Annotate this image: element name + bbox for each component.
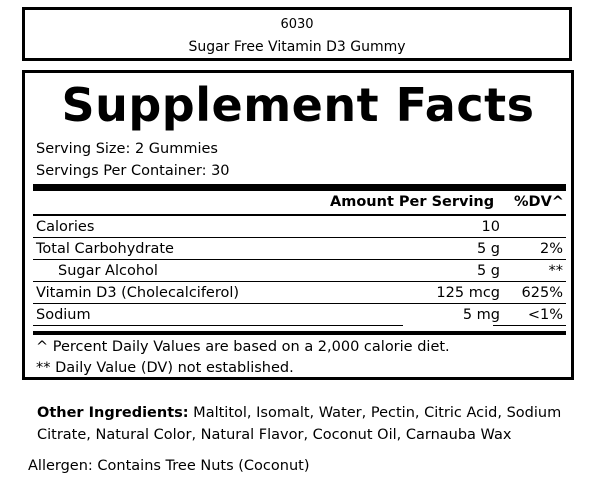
thick-divider-bottom	[33, 331, 566, 335]
amount-per-serving-header: Amount Per Serving	[330, 194, 495, 210]
footnote-percent-dv: ^ Percent Daily Values are based on a 2,…	[36, 339, 450, 355]
nutrient-dv: **	[548, 263, 564, 279]
nutrient-amount: 125 mcg	[436, 285, 500, 301]
nutrient-dv: 625%	[521, 285, 563, 301]
nutrient-name: Vitamin D3 (Cholecalciferol)	[36, 285, 240, 301]
nutrient-name: Total Carbohydrate	[36, 241, 174, 257]
allergen-statement: Allergen: Contains Tree Nuts (Coconut)	[28, 458, 310, 474]
nutrient-name: Sodium	[36, 307, 91, 323]
row-divider	[33, 237, 566, 238]
thick-divider-top	[33, 184, 566, 191]
servings-per-container: Servings Per Container: 30	[36, 163, 230, 179]
table-row: Vitamin D3 (Cholecalciferol) 125 mcg 625…	[33, 282, 566, 304]
row-divider	[33, 303, 566, 304]
nutrient-name: Calories	[36, 219, 95, 235]
nutrient-amount: 5 mg	[462, 307, 500, 323]
nutrient-name: Sugar Alcohol	[58, 263, 158, 279]
footnote-dv-not-established: ** Daily Value (DV) not established.	[36, 360, 294, 376]
table-row: Total Carbohydrate 5 g 2%	[33, 238, 566, 260]
header-divider	[33, 214, 566, 216]
nutrient-dv: <1%	[527, 307, 563, 323]
product-name: Sugar Free Vitamin D3 Gummy	[188, 39, 406, 55]
other-ingredients-label: Other Ingredients:	[37, 405, 189, 421]
other-ingredients-text: Maltitol, Isomalt, Water, Pectin, Citric…	[37, 405, 562, 443]
daily-value-header: %DV^	[514, 194, 564, 210]
product-code: 6030	[280, 17, 314, 32]
serving-size: Serving Size: 2 Gummies	[36, 141, 218, 157]
row-divider	[33, 281, 566, 282]
nutrient-amount: 10	[481, 219, 500, 235]
nutrient-amount: 5 g	[476, 241, 500, 257]
supplement-facts-panel: Supplement Facts Serving Size: 2 Gummies…	[22, 70, 574, 380]
row-divider	[33, 259, 566, 260]
other-ingredients: Other Ingredients: Maltitol, Isomalt, Wa…	[37, 402, 577, 446]
product-header-box: 6030 Sugar Free Vitamin D3 Gummy	[22, 7, 572, 61]
nutrient-dv: 2%	[539, 241, 563, 257]
nutrient-amount: 5 g	[476, 263, 500, 279]
row-divider	[493, 325, 566, 326]
table-row: Sugar Alcohol 5 g **	[33, 260, 566, 282]
table-row: Calories 10	[33, 216, 566, 238]
table-row: Sodium 5 mg <1%	[33, 304, 566, 326]
row-divider	[33, 325, 403, 326]
facts-title: Supplement Facts	[61, 78, 535, 132]
